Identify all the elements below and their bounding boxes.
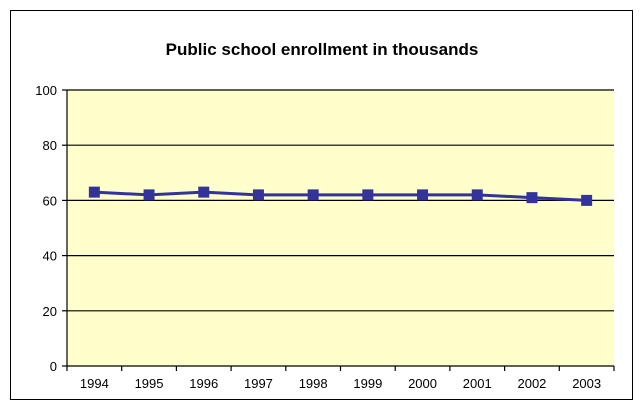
data-point-1995 xyxy=(143,189,155,201)
data-point-1998 xyxy=(307,189,319,201)
y-tick-label-20: 20 xyxy=(43,304,57,319)
data-point-1994 xyxy=(88,186,100,198)
data-point-2000 xyxy=(417,189,429,201)
y-tick-labels: 0 20 40 60 80 100 xyxy=(35,83,57,374)
x-tick-label-2001: 2001 xyxy=(463,376,492,391)
x-tick-label-1998: 1998 xyxy=(299,376,328,391)
data-point-2002 xyxy=(526,192,538,204)
y-tick-label-40: 40 xyxy=(43,249,57,264)
x-tick-label-1999: 1999 xyxy=(353,376,382,391)
x-tick-label-1994: 1994 xyxy=(80,376,109,391)
data-point-2003 xyxy=(581,194,593,206)
y-tick-label-100: 100 xyxy=(35,83,57,98)
plot-area xyxy=(67,90,614,366)
y-tick-label-0: 0 xyxy=(50,359,57,374)
series-line-0 xyxy=(94,190,587,202)
gridlines xyxy=(67,89,614,312)
y-tick-label-60: 60 xyxy=(43,193,57,208)
x-tick-labels: 1994 1995 1996 1997 1998 1999 2000 2001 2002 2003 xyxy=(80,376,601,391)
x-tick-label-1997: 1997 xyxy=(244,376,273,391)
x-tick-label-2003: 2003 xyxy=(572,376,601,391)
x-tick-label-1995: 1995 xyxy=(135,376,164,391)
data-point-2001 xyxy=(471,189,483,201)
data-point-1999 xyxy=(362,189,374,201)
x-tick-label-2002: 2002 xyxy=(517,376,546,391)
series-enrollment xyxy=(88,186,593,206)
y-tick-label-80: 80 xyxy=(43,138,57,153)
x-tick-label-2000: 2000 xyxy=(408,376,437,391)
axes xyxy=(62,89,615,371)
chart-title: Public school enrollment in thousands xyxy=(165,40,479,59)
data-point-1997 xyxy=(252,189,264,201)
x-tick-label-1996: 1996 xyxy=(189,376,218,391)
data-point-1996 xyxy=(198,186,210,198)
